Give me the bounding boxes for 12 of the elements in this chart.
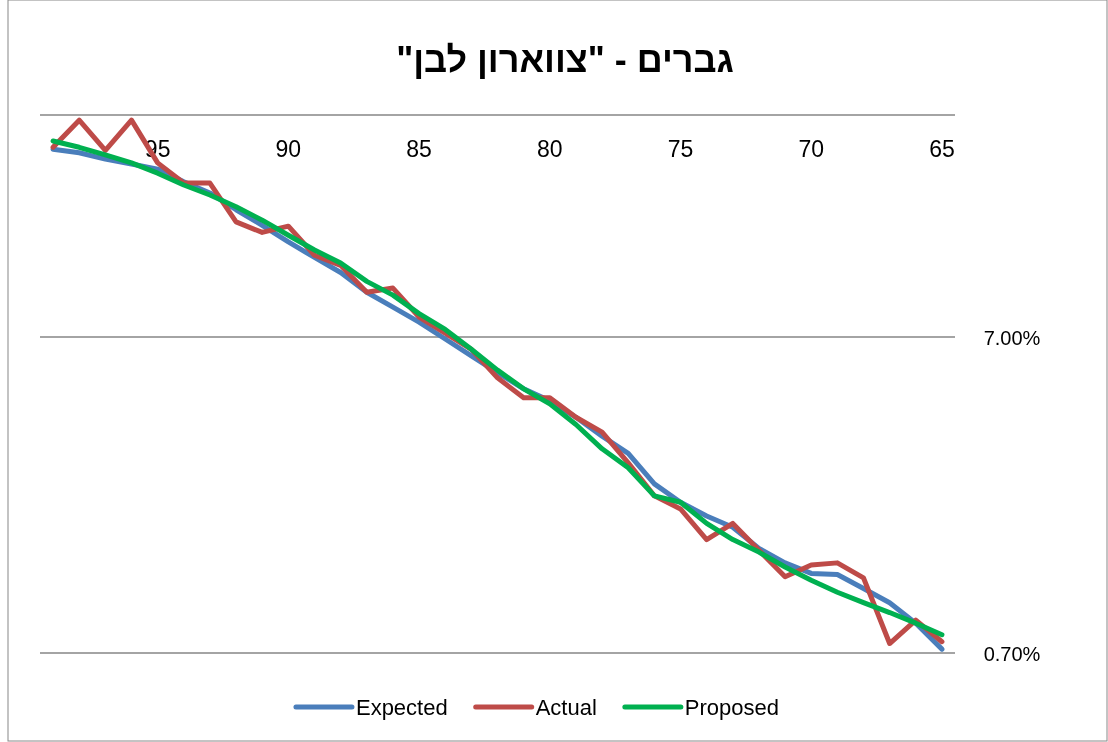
x-tick-label: 85 xyxy=(406,136,432,162)
x-tick-label: 80 xyxy=(536,136,563,162)
legend-label: Expected xyxy=(355,695,448,720)
chart-title: גברים - "צווארון לבן" xyxy=(396,39,734,80)
x-tick-label: 90 xyxy=(275,136,302,162)
y-tick-label: 0.70% xyxy=(983,643,1041,665)
legend-label: Actual xyxy=(535,695,597,720)
x-tick-label: 75 xyxy=(667,136,694,162)
x-tick-label: 70 xyxy=(798,136,825,162)
x-tick-label: 65 xyxy=(929,136,955,162)
legend-label: Proposed xyxy=(684,695,780,720)
y-tick-label: 7.00% xyxy=(983,327,1041,350)
